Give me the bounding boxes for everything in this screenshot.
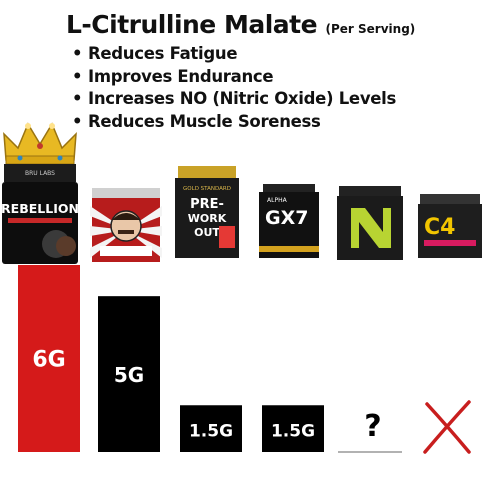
svg-text:WORK: WORK — [188, 212, 227, 225]
product-c4-image: C4 — [418, 194, 482, 258]
bar-data-label: 1.5G — [189, 422, 233, 442]
benefit-label: Reduces Fatigue — [88, 44, 238, 63]
crown-icon — [3, 122, 77, 165]
bullet-icon: • — [72, 44, 83, 63]
product-brand: ALPHA — [267, 197, 288, 204]
title-subtitle: (Per Serving) — [325, 22, 416, 36]
title-text: L-Citrulline Malate — [66, 10, 318, 39]
bar-pre-workout — [180, 405, 242, 452]
product-tub-image — [90, 188, 162, 262]
product-gold-standard-image: GOLD STANDARD PRE- WORK OUT — [175, 166, 239, 258]
product-name: C4 — [424, 215, 455, 240]
product-green-tub-image — [337, 186, 403, 260]
product-name: REBELLION — [1, 201, 79, 216]
benefit-label: Reduces Muscle Soreness — [88, 111, 321, 131]
benefit-label: Increases NO (Nitric Oxide) Levels — [88, 89, 397, 108]
benefits-list: • Reduces Fatigue • Improves Endurance • In… — [72, 43, 396, 133]
bullet-icon: • — [72, 66, 83, 86]
product-brand: GOLD STANDARD — [183, 186, 231, 192]
benefit-item: • Reduces Muscle Soreness — [72, 111, 396, 134]
bar-product-2 — [98, 296, 160, 452]
product-gx7-image: ALPHA GX7 — [259, 184, 319, 258]
bar-rebellion — [18, 265, 80, 452]
svg-text:OUT: OUT — [194, 226, 220, 239]
benefit-item: • Increases NO (Nitric Oxide) Levels — [72, 88, 396, 111]
bullet-icon: • — [72, 111, 83, 131]
svg-text:PRE-: PRE- — [190, 197, 224, 212]
bar-gx7 — [262, 405, 324, 452]
bar-data-label: 1.5G — [271, 422, 315, 442]
benefit-item: • Reduces Fatigue — [72, 43, 396, 66]
product-brand: BRU LABS — [25, 170, 55, 177]
chart-title: L-Citrulline Malate (Per Serving) — [66, 10, 415, 39]
unknown-value-label: ? — [364, 409, 381, 444]
bullet-icon: • — [72, 89, 83, 108]
product-rebellion-image: REBELLION BRU LABS — [1, 122, 79, 264]
bar-data-label: 6G — [32, 348, 65, 373]
product-name: GX7 — [265, 207, 308, 229]
bar-data-label: 5G — [114, 363, 144, 387]
benefit-item: • Improves Endurance — [72, 66, 396, 89]
cross-icon — [423, 400, 471, 454]
benefit-label: Improves Endurance — [88, 66, 274, 86]
